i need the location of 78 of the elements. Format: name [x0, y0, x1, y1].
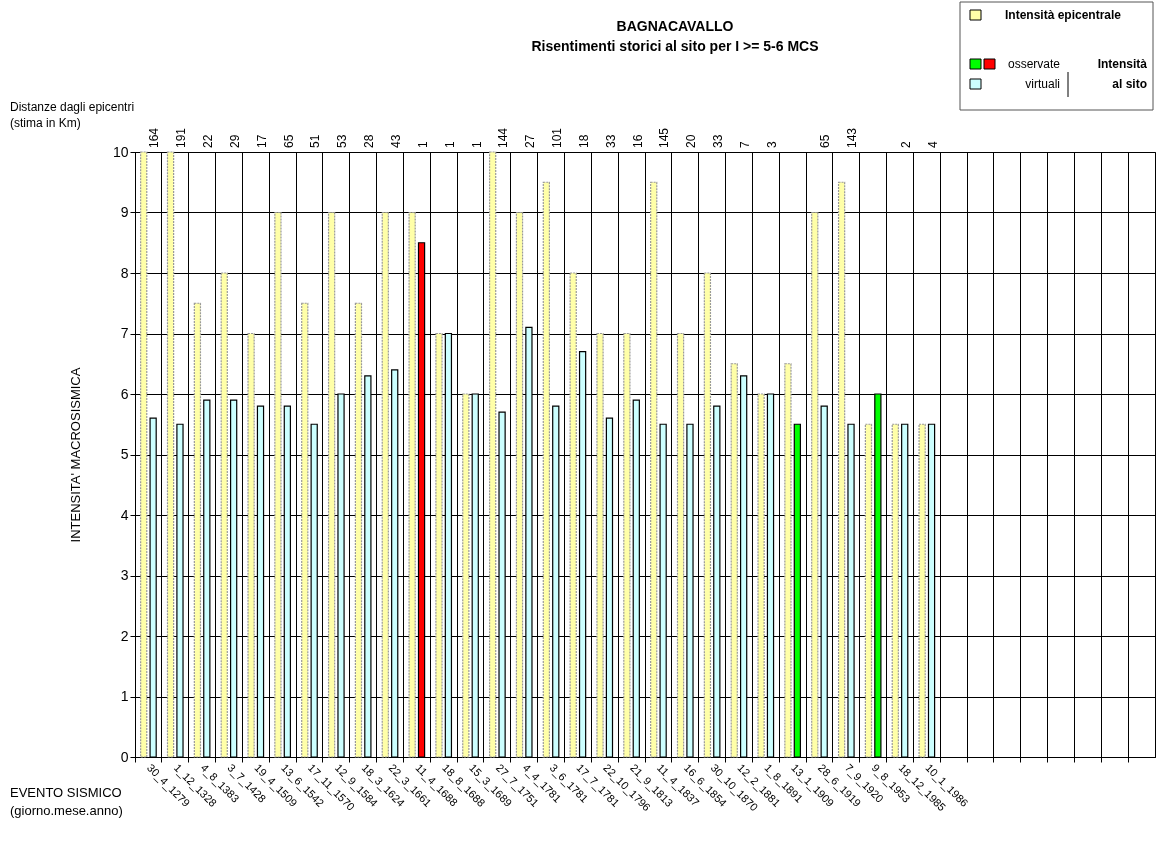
text: 18 [576, 134, 591, 148]
bar [811, 211, 819, 758]
text: 20 [684, 134, 699, 148]
y-tick-label: 8 [120, 264, 129, 281]
bar [462, 393, 470, 758]
bar [891, 423, 899, 758]
text: 143 [845, 127, 860, 148]
chart-subtitle: Risentimenti storici al sito per I >= 5-6 MCS [531, 38, 819, 54]
legend-label: Intensità epicentrale [1005, 8, 1122, 22]
text: 65 [281, 134, 296, 148]
y-tick-label: 10 [112, 143, 129, 160]
y-tick-label: 1 [120, 688, 129, 704]
bar [301, 302, 309, 758]
y-tick-label: 2 [120, 627, 129, 644]
text: 17 [254, 134, 269, 148]
text: 1 [442, 141, 457, 148]
bar [676, 332, 685, 758]
text: 29 [227, 134, 242, 148]
text: 1 [469, 141, 484, 148]
text: 7 [737, 141, 752, 148]
bar [757, 393, 765, 758]
bar [837, 181, 846, 758]
bar [623, 332, 631, 758]
bar [784, 363, 792, 758]
y-tick-label: 7 [120, 325, 129, 341]
text: 33 [603, 134, 618, 148]
text: osservate [1007, 57, 1061, 71]
text: 28 [362, 134, 377, 148]
bar [408, 211, 416, 758]
bar [918, 423, 926, 758]
x-axis-title: EVENTO SISMICO (giorno.mese.anno) [10, 785, 123, 818]
y-tick-label: 9 [120, 204, 129, 220]
bar [703, 272, 712, 758]
text: Intensità al sito [1097, 57, 1148, 91]
bar [220, 272, 228, 758]
bar [864, 423, 873, 758]
bar [193, 302, 202, 758]
text: 164 [147, 127, 162, 148]
text: 4 [925, 141, 940, 148]
text: 144 [496, 127, 511, 148]
bar [542, 181, 550, 758]
text: 16 [630, 134, 645, 148]
text: Distanze dagli epicentri (stima in Km) [10, 100, 135, 130]
text: 101 [550, 127, 565, 148]
bar [274, 211, 282, 758]
text: 53 [335, 134, 350, 148]
bar [381, 211, 389, 758]
bar [327, 211, 336, 758]
text: 1 [415, 141, 430, 148]
text: 191 [174, 127, 189, 148]
y-axis-title: INTENSITA' MACROSISMICA [67, 367, 83, 543]
bar [569, 272, 577, 758]
bar [354, 302, 363, 758]
text: virtuali [1025, 77, 1060, 91]
text: 22 [201, 134, 216, 148]
y-tick-label: 3 [120, 567, 129, 583]
bar [515, 211, 524, 758]
bar [166, 151, 175, 758]
bar [596, 332, 604, 758]
bar [247, 332, 255, 758]
text: 43 [389, 134, 403, 148]
text: 51 [308, 134, 323, 148]
text: 27 [523, 134, 538, 148]
bar [140, 151, 148, 758]
y-tick-label: 4 [120, 506, 129, 523]
y-tick-label: 5 [120, 446, 129, 462]
text: 3 [764, 141, 779, 148]
bar [489, 151, 497, 758]
text: 2 [899, 141, 913, 148]
y-tick-label: 0 [120, 748, 129, 765]
bar [730, 363, 738, 758]
bar [650, 181, 658, 758]
y-tick-label: 6 [120, 385, 129, 402]
text: 145 [657, 127, 672, 148]
text: 65 [818, 134, 833, 148]
bar [435, 332, 443, 758]
chart-title: BAGNACAVALLO [616, 18, 734, 34]
text: 33 [711, 134, 726, 148]
